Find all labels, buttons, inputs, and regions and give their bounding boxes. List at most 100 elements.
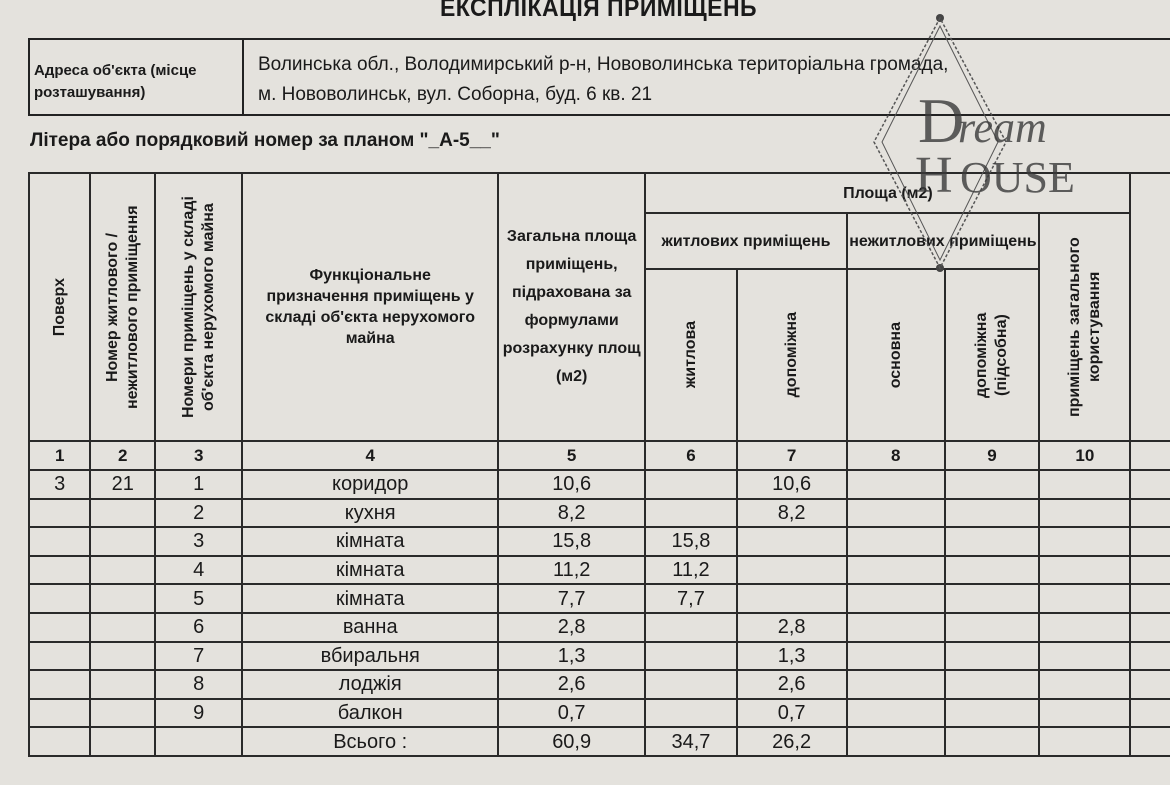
cell-name: кімната	[241, 583, 500, 614]
cell-living	[644, 611, 738, 643]
cell-unit: 21	[89, 469, 157, 500]
cell-empty	[943, 526, 1041, 557]
cell-empty	[1129, 554, 1170, 586]
column-number: 4	[241, 440, 500, 471]
column-number: 3	[154, 440, 244, 471]
column-number: 6	[644, 440, 738, 471]
cell-total: 11,2	[497, 554, 647, 586]
cell-empty	[845, 469, 946, 500]
cell-name: ванна	[241, 611, 500, 643]
cell-unit	[89, 669, 157, 700]
cell-living	[644, 669, 738, 700]
cell-num: 3	[154, 526, 244, 557]
cell-empty	[1038, 526, 1132, 557]
cell-empty	[845, 697, 946, 729]
cell-aux	[735, 583, 848, 614]
cell-num: 5	[154, 583, 244, 614]
address-label: Адреса об'єкта (місце розташування)	[30, 40, 244, 114]
address-block: Адреса об'єкта (місце розташування) Воли…	[28, 38, 1170, 116]
table-row: 2 кухня 8,2 8,2	[27, 497, 1170, 529]
cell-empty	[1038, 697, 1132, 729]
cell-name: балкон	[241, 697, 500, 729]
cell-empty	[943, 697, 1041, 729]
cell-name: кімната	[241, 526, 500, 557]
cell-empty	[845, 640, 946, 672]
cell-empty	[1129, 611, 1170, 643]
column-number: 10	[1038, 440, 1132, 471]
header-auxiliary: допоміжна	[735, 268, 848, 442]
cell-empty	[1129, 469, 1170, 500]
cell-unit	[89, 497, 157, 529]
cell-total: 2,8	[497, 611, 647, 643]
cell-empty	[1038, 726, 1132, 757]
cell-floor	[27, 583, 92, 614]
cell-empty	[1129, 583, 1170, 614]
cell-num: 8	[154, 669, 244, 700]
cell-num: 4	[154, 554, 244, 586]
header-auxiliary-sub: допоміжна (підсобна)	[943, 268, 1041, 442]
cell-total: 2,6	[497, 669, 647, 700]
cell-total: 1,3	[497, 640, 647, 672]
table-row: 4 кімната 11,2 11,2	[27, 554, 1170, 586]
cell-empty	[1129, 497, 1170, 529]
cell-total: 8,2	[497, 497, 647, 529]
cell-floor	[27, 497, 92, 529]
cell-unit	[89, 526, 157, 557]
cell-empty	[1129, 526, 1170, 557]
cell-num: 1	[154, 469, 244, 500]
cell-aux: 2,8	[735, 611, 848, 643]
column-number: 5	[497, 440, 647, 471]
table-row: 9 балкон 0,7 0,7	[27, 697, 1170, 729]
column-number: 1	[27, 440, 92, 471]
cell-unit	[89, 726, 157, 757]
cell-empty	[1038, 640, 1132, 672]
cell-empty	[943, 469, 1041, 500]
cell-num: 2	[154, 497, 244, 529]
cell-empty	[845, 583, 946, 614]
header-common: приміщень загального користування	[1038, 212, 1132, 442]
cell-empty	[845, 669, 946, 700]
cell-living	[644, 640, 738, 672]
cell-num: 6	[154, 611, 244, 643]
cell-name: вбиральня	[241, 640, 500, 672]
address-value: Волинська обл., Володимирський р-н, Ново…	[258, 50, 948, 110]
cell-name: кімната	[241, 554, 500, 586]
table-row: 7 вбиральня 1,3 1,3	[27, 640, 1170, 672]
cell-empty	[1038, 583, 1132, 614]
cell-floor	[27, 554, 92, 586]
cell-name: Всього :	[241, 726, 500, 757]
header-main: основна	[845, 268, 946, 442]
cell-num: 7	[154, 640, 244, 672]
cell-unit	[89, 640, 157, 672]
cell-total: 7,7	[497, 583, 647, 614]
cell-total: 15,8	[497, 526, 647, 557]
cell-empty	[943, 726, 1041, 757]
cell-empty	[1038, 554, 1132, 586]
cell-empty	[943, 611, 1041, 643]
table-row: 3 кімната 15,8 15,8	[27, 526, 1170, 557]
header-total-area: Загальна площа приміщень, підрахована за…	[497, 172, 647, 442]
plan-letter: Літера або порядковий номер за планом "_…	[30, 130, 500, 151]
cell-floor: 3	[27, 469, 92, 500]
cell-empty	[1038, 669, 1132, 700]
cell-empty	[845, 526, 946, 557]
header-unit-number: Номер житлового / нежитлового приміщення	[89, 172, 157, 442]
cell-empty	[1129, 640, 1170, 672]
cell-total: 60,9	[497, 726, 647, 757]
address-line-1: Волинська обл., Володимирський р-н, Ново…	[258, 54, 949, 75]
cell-total: 0,7	[497, 697, 647, 729]
cell-empty	[1038, 611, 1132, 643]
cell-name: коридор	[241, 469, 500, 500]
cell-floor	[27, 640, 92, 672]
cell-empty	[845, 611, 946, 643]
cell-empty	[845, 554, 946, 586]
cell-living	[644, 497, 738, 529]
cell-name: лоджія	[241, 669, 500, 700]
column-numbers-row: 1 2 3 4 5 6 7 8 9 10	[27, 440, 1170, 471]
cell-total: 10,6	[497, 469, 647, 500]
cell-empty	[943, 640, 1041, 672]
cell-empty	[1129, 669, 1170, 700]
cell-floor	[27, 697, 92, 729]
column-number: 2	[89, 440, 157, 471]
cell-empty	[1038, 497, 1132, 529]
